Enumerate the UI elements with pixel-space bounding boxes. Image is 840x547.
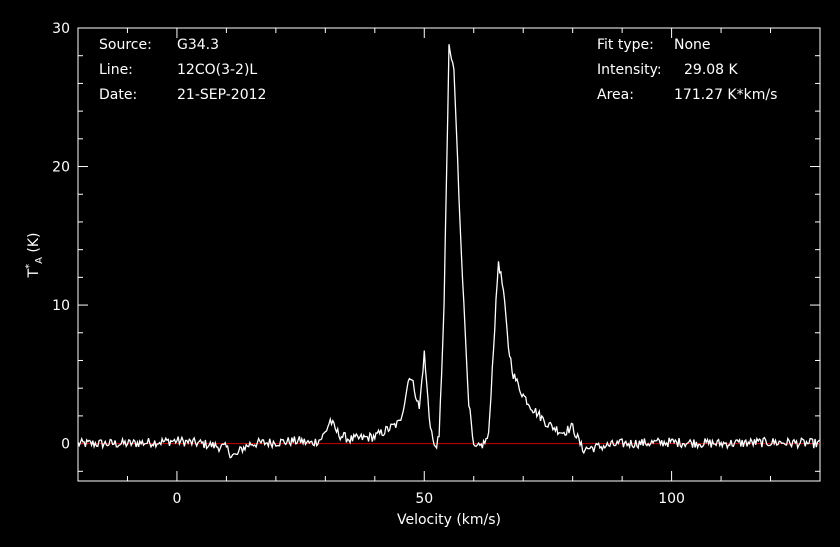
- date-value: 21-SEP-2012: [177, 87, 267, 103]
- y-tick-label: 20: [52, 160, 70, 176]
- axis-tick-labels: 0 50 100 0 10 20 30: [52, 21, 685, 507]
- line-value: 12CO(3-2)L: [177, 62, 258, 78]
- intensity-label: Intensity:: [597, 62, 662, 78]
- spectrum-line: [77, 44, 821, 459]
- x-tick-label: 50: [415, 491, 433, 507]
- source-value: G34.3: [177, 37, 220, 53]
- y-tick-label: 10: [52, 298, 70, 314]
- x-axis-label: Velocity (km/s): [397, 512, 501, 528]
- y-axis-label: T*A (K): [24, 233, 45, 279]
- axis-ticks: [77, 27, 821, 481]
- area-value: 171.27 K*km/s: [674, 87, 778, 103]
- plot-frame: [77, 27, 821, 482]
- y-tick-label: 0: [61, 437, 70, 453]
- line-label: Line:: [99, 62, 133, 78]
- source-label: Source:: [99, 37, 152, 53]
- date-label: Date:: [99, 87, 138, 103]
- intensity-value: 29.08 K: [684, 62, 738, 78]
- fit-type-value: None: [674, 37, 711, 53]
- area-label: Area:: [597, 87, 634, 103]
- x-tick-label: 100: [658, 491, 685, 507]
- x-tick-label: 0: [172, 491, 181, 507]
- y-tick-label: 30: [52, 21, 70, 37]
- fit-type-label: Fit type:: [597, 37, 654, 53]
